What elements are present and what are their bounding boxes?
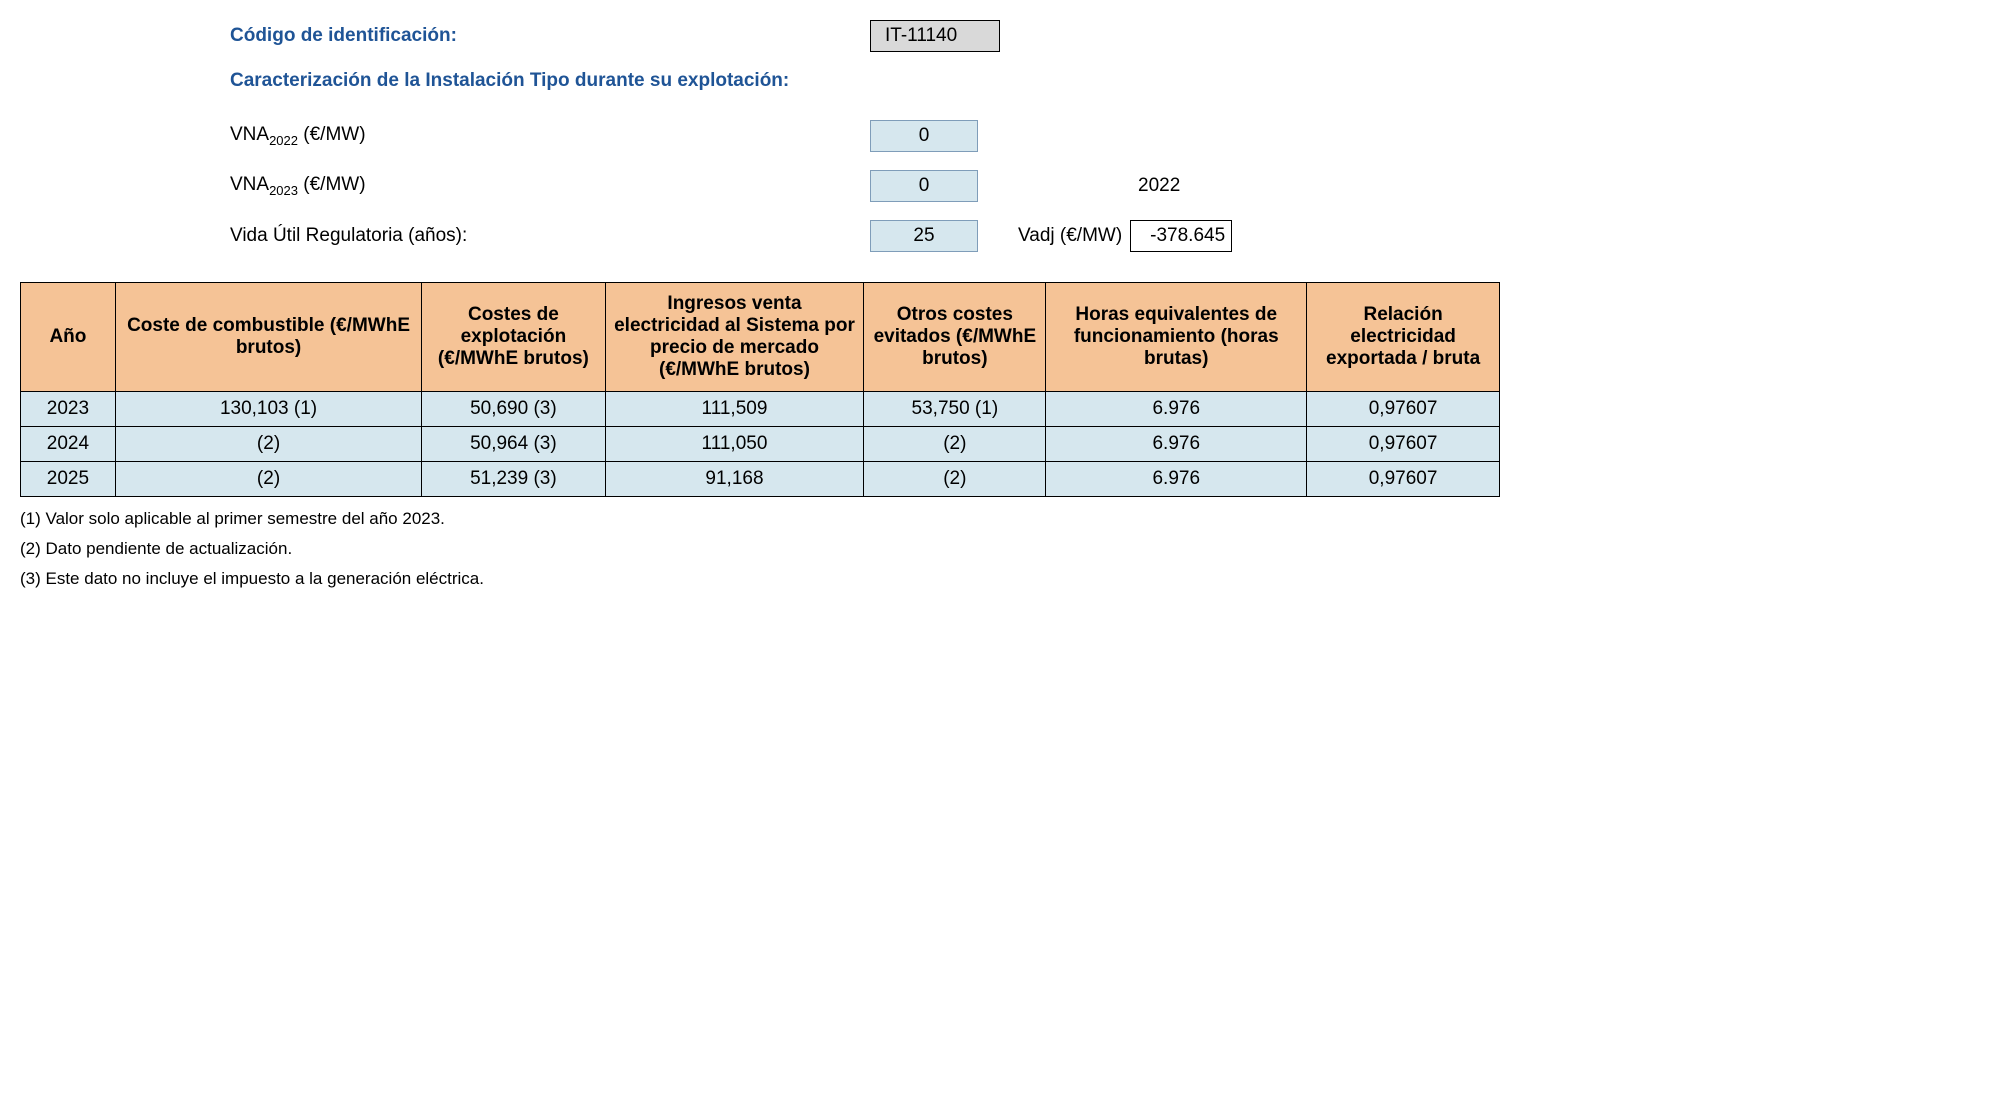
header-section: Código de identificación: IT-11140 Carac…	[230, 20, 1980, 252]
vna2022-pre: VNA	[230, 124, 269, 145]
table-cell: (2)	[864, 427, 1046, 462]
table-cell: 6.976	[1046, 427, 1307, 462]
table-head: AñoCoste de combustible (€/MWhE brutos)C…	[21, 283, 1500, 392]
vadj-value: -378.645	[1130, 220, 1232, 252]
footnote: (2) Dato pendiente de actualización.	[20, 539, 1980, 559]
table-header-cell: Relación electricidad exportada / bruta	[1307, 283, 1500, 392]
vna2022-row: VNA2022 (€/MW) 0	[230, 120, 1980, 152]
table-cell: (2)	[115, 462, 421, 497]
vida-label: Vida Útil Regulatoria (años):	[230, 225, 870, 247]
table-cell: (2)	[864, 462, 1046, 497]
table-cell: 111,050	[605, 427, 864, 462]
table-cell: 6.976	[1046, 462, 1307, 497]
table-cell: 50,690 (3)	[422, 392, 605, 427]
table-cell: 50,964 (3)	[422, 427, 605, 462]
table-cell: 0,97607	[1307, 392, 1500, 427]
table-cell: 6.976	[1046, 392, 1307, 427]
table-cell: 0,97607	[1307, 427, 1500, 462]
table-header-cell: Coste de combustible (€/MWhE brutos)	[115, 283, 421, 392]
table-cell: 91,168	[605, 462, 864, 497]
vna2023-value: 0	[870, 170, 978, 202]
vna2023-label: VNA2023 (€/MW)	[230, 174, 870, 198]
code-value: IT-11140	[870, 20, 1000, 52]
table-cell: 51,239 (3)	[422, 462, 605, 497]
vna2023-sub: 2023	[269, 183, 298, 198]
vna2022-sub: 2022	[269, 133, 298, 148]
vna2022-post: (€/MW)	[298, 124, 366, 145]
table-header-row: AñoCoste de combustible (€/MWhE brutos)C…	[21, 283, 1500, 392]
table-cell: 130,103 (1)	[115, 392, 421, 427]
vna2023-row: VNA2023 (€/MW) 0 2022	[230, 170, 1980, 202]
year-right: 2022	[1138, 175, 1180, 197]
vadj-label: Vadj (€/MW)	[1018, 225, 1122, 247]
vna2023-pre: VNA	[230, 174, 269, 195]
table-row: 2025(2)51,239 (3)91,168(2)6.9760,97607	[21, 462, 1500, 497]
table-cell: (2)	[115, 427, 421, 462]
vna2022-label: VNA2022 (€/MW)	[230, 124, 870, 148]
table-cell: 2025	[21, 462, 116, 497]
vida-row: Vida Útil Regulatoria (años): 25 Vadj (€…	[230, 220, 1980, 252]
vna2022-value: 0	[870, 120, 978, 152]
data-table: AñoCoste de combustible (€/MWhE brutos)C…	[20, 282, 1500, 497]
table-cell: 2023	[21, 392, 116, 427]
table-row: 2024(2)50,964 (3)111,050(2)6.9760,97607	[21, 427, 1500, 462]
table-header-cell: Ingresos venta electricidad al Sistema p…	[605, 283, 864, 392]
table-cell: 2024	[21, 427, 116, 462]
table-cell: 0,97607	[1307, 462, 1500, 497]
table-header-cell: Costes de explotación (€/MWhE brutos)	[422, 283, 605, 392]
table-body: 2023130,103 (1)50,690 (3)111,50953,750 (…	[21, 392, 1500, 497]
table-cell: 53,750 (1)	[864, 392, 1046, 427]
table-cell: 111,509	[605, 392, 864, 427]
table-header-cell: Año	[21, 283, 116, 392]
footnote: (3) Este dato no incluye el impuesto a l…	[20, 569, 1980, 589]
vida-value: 25	[870, 220, 978, 252]
footnote: (1) Valor solo aplicable al primer semes…	[20, 509, 1980, 529]
section-title: Caracterización de la Instalación Tipo d…	[230, 70, 870, 92]
section-title-row: Caracterización de la Instalación Tipo d…	[230, 70, 1980, 92]
table-row: 2023130,103 (1)50,690 (3)111,50953,750 (…	[21, 392, 1500, 427]
code-row: Código de identificación: IT-11140	[230, 20, 1980, 52]
table-header-cell: Horas equivalentes de funcionamiento (ho…	[1046, 283, 1307, 392]
table-header-cell: Otros costes evitados (€/MWhE brutos)	[864, 283, 1046, 392]
vna2023-post: (€/MW)	[298, 174, 366, 195]
footnotes: (1) Valor solo aplicable al primer semes…	[20, 509, 1980, 589]
code-label: Código de identificación:	[230, 25, 870, 47]
